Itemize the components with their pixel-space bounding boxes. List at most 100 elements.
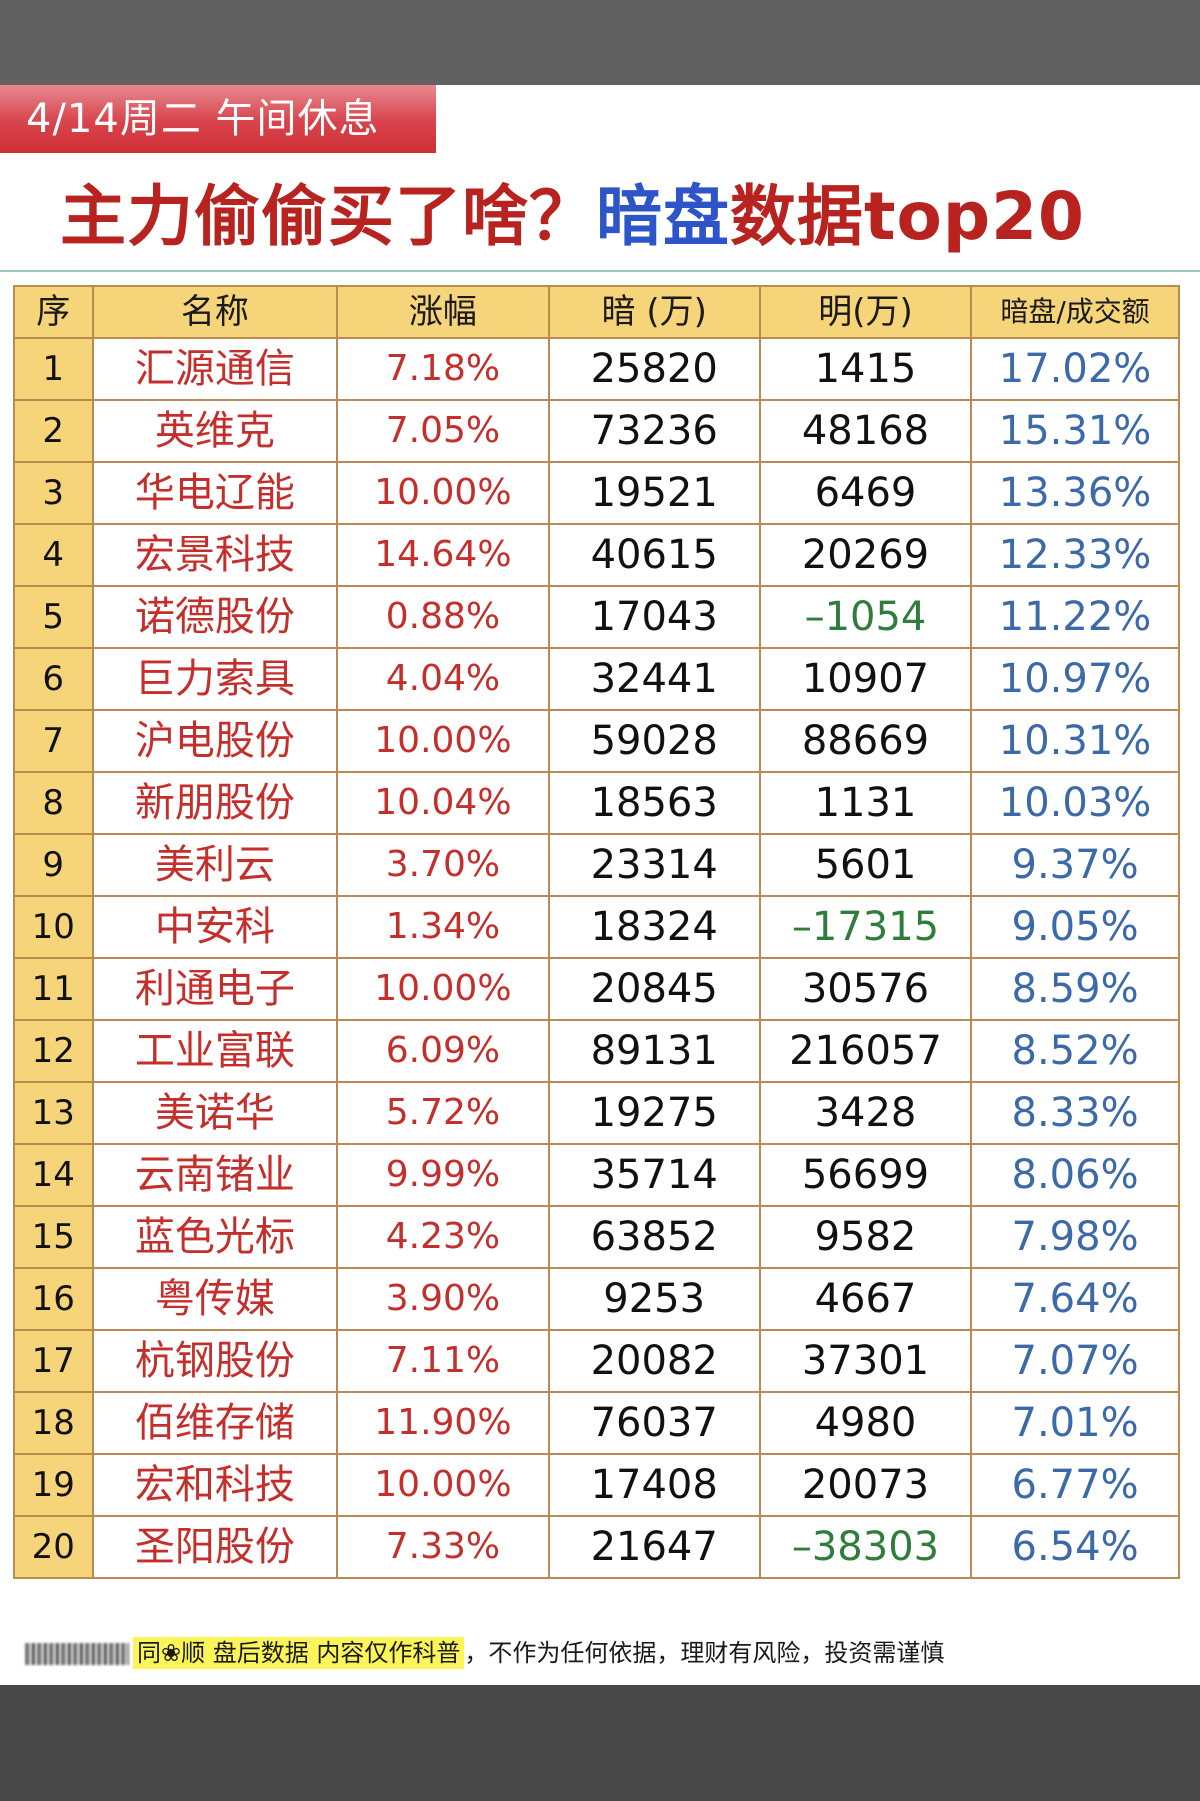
- stock-name: 美诺华: [91, 1081, 339, 1145]
- stock-name: 华电辽能: [91, 461, 339, 525]
- stock-name: 诺德股份: [91, 585, 339, 649]
- row-index: 9: [13, 833, 94, 897]
- stock-name: 杭钢股份: [91, 1329, 339, 1393]
- table-row: 20 圣阳股份 7.33% 21647 –38303 6.54%: [13, 1515, 1180, 1579]
- stock-name: 粤传媒: [91, 1267, 339, 1331]
- lit-amount: –17315: [758, 895, 973, 959]
- row-index: 8: [13, 771, 94, 835]
- stock-name: 英维克: [91, 399, 339, 463]
- col-header-change: 涨幅: [336, 285, 550, 339]
- blurred-watermark: [25, 1643, 129, 1665]
- dark-pool-amount: 25820: [547, 337, 761, 401]
- dark-pool-amount: 19275: [547, 1081, 761, 1145]
- table-row: 8 新朋股份 10.04% 18563 1131 10.03%: [13, 771, 1180, 835]
- row-index: 2: [13, 399, 94, 463]
- table-row: 3 华电辽能 10.00% 19521 6469 13.36%: [13, 461, 1180, 525]
- dark-pool-ratio: 6.77%: [970, 1453, 1180, 1517]
- price-change: 6.09%: [336, 1019, 550, 1083]
- col-header-ratio: 暗盘/成交额: [970, 285, 1180, 339]
- table-row: 1 汇源通信 7.18% 25820 1415 17.02%: [13, 337, 1180, 401]
- lit-amount: 4667: [758, 1267, 973, 1331]
- dark-pool-amount: 23314: [547, 833, 761, 897]
- table-row: 7 沪电股份 10.00% 59028 88669 10.31%: [13, 709, 1180, 773]
- dark-pool-amount: 59028: [547, 709, 761, 773]
- footer-disclaimer: 同❀顺 盘后数据 内容仅作科普 ，不作为任何依据，理财有风险，投资需谨慎: [25, 1633, 944, 1673]
- col-header-lit: 明(万): [758, 285, 973, 339]
- row-index: 16: [13, 1267, 94, 1331]
- lit-amount: 56699: [758, 1143, 973, 1207]
- lit-amount: 216057: [758, 1019, 973, 1083]
- stock-name: 利通电子: [91, 957, 339, 1021]
- stock-name: 工业富联: [91, 1019, 339, 1083]
- price-change: 1.34%: [336, 895, 550, 959]
- lit-amount: 6469: [758, 461, 973, 525]
- table-row: 2 英维克 7.05% 73236 48168 15.31%: [13, 399, 1180, 463]
- dark-pool-amount: 73236: [547, 399, 761, 463]
- lit-amount: 10907: [758, 647, 973, 711]
- row-index: 12: [13, 1019, 94, 1083]
- row-index: 15: [13, 1205, 94, 1269]
- dark-pool-ratio: 8.33%: [970, 1081, 1180, 1145]
- table-row: 19 宏和科技 10.00% 17408 20073 6.77%: [13, 1453, 1180, 1517]
- dark-pool-ratio: 10.03%: [970, 771, 1180, 835]
- price-change: 9.99%: [336, 1143, 550, 1207]
- price-change: 11.90%: [336, 1391, 550, 1455]
- dark-pool-ratio: 10.31%: [970, 709, 1180, 773]
- title-part-question: 主力偷偷买了啥？: [60, 178, 596, 255]
- dark-pool-amount: 63852: [547, 1205, 761, 1269]
- table-row: 5 诺德股份 0.88% 17043 –1054 11.22%: [13, 585, 1180, 649]
- row-index: 5: [13, 585, 94, 649]
- title-part-dark-pool: 暗盘: [596, 178, 730, 255]
- table-row: 10 中安科 1.34% 18324 –17315 9.05%: [13, 895, 1180, 959]
- stock-name: 宏景科技: [91, 523, 339, 587]
- row-index: 4: [13, 523, 94, 587]
- dark-pool-ratio: 11.22%: [970, 585, 1180, 649]
- price-change: 7.05%: [336, 399, 550, 463]
- lit-amount: 30576: [758, 957, 973, 1021]
- dark-pool-amount: 20082: [547, 1329, 761, 1393]
- row-index: 3: [13, 461, 94, 525]
- price-change: 7.11%: [336, 1329, 550, 1393]
- dark-pool-ratio: 9.37%: [970, 833, 1180, 897]
- row-index: 6: [13, 647, 94, 711]
- stock-name: 中安科: [91, 895, 339, 959]
- price-change: 7.33%: [336, 1515, 550, 1579]
- dark-pool-ratio: 9.05%: [970, 895, 1180, 959]
- stock-name: 巨力索具: [91, 647, 339, 711]
- row-index: 19: [13, 1453, 94, 1517]
- lit-amount: 20073: [758, 1453, 973, 1517]
- infographic-page: 4/14周二 午间休息 主力偷偷买了啥？暗盘数据top20 序 名称 涨幅 暗 …: [0, 85, 1200, 1685]
- price-change: 7.18%: [336, 337, 550, 401]
- table-row: 18 佰维存储 11.90% 76037 4980 7.01%: [13, 1391, 1180, 1455]
- dark-pool-amount: 20845: [547, 957, 761, 1021]
- divider: [0, 270, 1200, 272]
- lit-amount: 37301: [758, 1329, 973, 1393]
- dark-pool-amount: 40615: [547, 523, 761, 587]
- price-change: 14.64%: [336, 523, 550, 587]
- price-change: 10.00%: [336, 1453, 550, 1517]
- price-change: 4.23%: [336, 1205, 550, 1269]
- dark-pool-ratio: 7.64%: [970, 1267, 1180, 1331]
- price-change: 10.00%: [336, 709, 550, 773]
- price-change: 4.04%: [336, 647, 550, 711]
- table-row: 17 杭钢股份 7.11% 20082 37301 7.07%: [13, 1329, 1180, 1393]
- price-change: 10.04%: [336, 771, 550, 835]
- page-title: 主力偷偷买了啥？暗盘数据top20: [60, 167, 1085, 267]
- col-header-name: 名称: [91, 285, 339, 339]
- lit-amount: 88669: [758, 709, 973, 773]
- dark-pool-amount: 18563: [547, 771, 761, 835]
- dark-pool-amount: 17408: [547, 1453, 761, 1517]
- table-header-row: 序 名称 涨幅 暗 (万) 明(万) 暗盘/成交额: [13, 285, 1180, 339]
- dark-pool-ratio: 8.59%: [970, 957, 1180, 1021]
- price-change: 10.00%: [336, 461, 550, 525]
- dark-pool-ratio: 15.31%: [970, 399, 1180, 463]
- row-index: 14: [13, 1143, 94, 1207]
- table-row: 4 宏景科技 14.64% 40615 20269 12.33%: [13, 523, 1180, 587]
- price-change: 3.90%: [336, 1267, 550, 1331]
- dark-pool-ratio: 8.06%: [970, 1143, 1180, 1207]
- table-row: 12 工业富联 6.09% 89131 216057 8.52%: [13, 1019, 1180, 1083]
- stock-name: 美利云: [91, 833, 339, 897]
- dark-pool-amount: 17043: [547, 585, 761, 649]
- stock-name: 圣阳股份: [91, 1515, 339, 1579]
- dark-pool-amount: 35714: [547, 1143, 761, 1207]
